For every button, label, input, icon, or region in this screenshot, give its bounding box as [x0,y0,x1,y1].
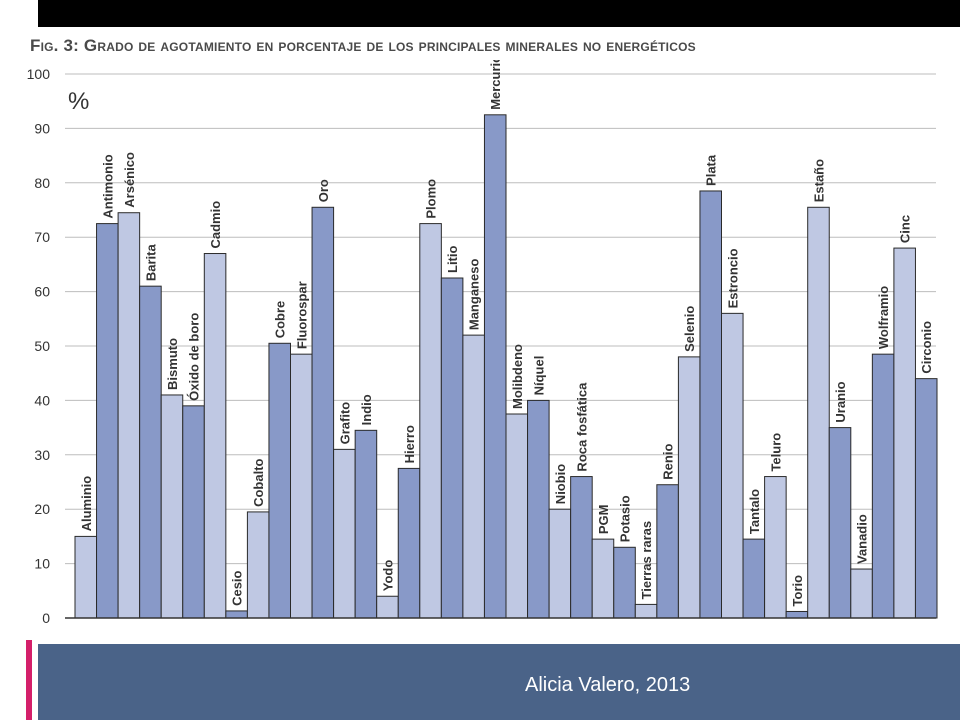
bar-label: Plomo [424,179,439,219]
bar [570,476,593,619]
bar-label: Potasio [618,495,633,542]
bar [677,356,701,619]
y-tick-label: 50 [34,338,50,354]
bar-label: Yodo [380,560,395,592]
bar-label: Niobio [553,464,568,504]
bar-label: Litio [445,246,460,273]
bar-label: PGM [596,504,611,534]
bar [160,394,184,619]
bar [914,378,938,619]
bar-label: Manganeso [467,259,482,331]
bar-label: Aluminio [79,476,94,532]
bar-label: Estroncio [725,248,740,308]
bar [74,535,98,619]
bar [311,206,335,619]
bar [139,285,162,619]
bar-label: Mercurio [488,60,503,110]
bar-label: Tierras raras [639,521,654,600]
bar-label: Wolframio [876,286,891,349]
bar-label: Hierro [402,425,417,463]
bar [634,603,658,619]
chart-title: Fig. 3: Grado de agotamiento en porcenta… [30,36,696,55]
bar [785,610,809,619]
bar-label: Cadmio [208,201,223,249]
y-tick-label: 70 [34,229,50,245]
bar-label: Vanadio [855,514,870,564]
y-tick-label: 40 [34,392,50,408]
bar-label: Fluorospar [294,281,309,349]
bar [527,399,550,619]
bar-label: Cesio [230,570,245,605]
bar [225,610,248,619]
bar [871,353,895,619]
bar [246,511,270,619]
bar-label: Estaño [811,159,826,202]
bar [742,538,766,619]
bar [268,342,292,619]
y-tick-label: 60 [34,284,50,300]
bar-label: Uranio [833,381,848,422]
top-header-bar [38,0,960,27]
bar-label: Cinc [898,215,913,243]
bar [354,429,378,619]
bar [290,353,313,619]
y-tick-label: 0 [42,610,50,626]
bar-label: Cobre [273,301,288,339]
bar [440,277,464,619]
bar [764,476,787,619]
y-tick-label: 90 [34,120,50,136]
bar [699,190,723,619]
bar [419,223,442,619]
bar-label: Níquel [531,356,546,396]
bar-label: Óxido de boro [187,313,202,401]
bar [656,484,679,619]
bar-label: Circonio [919,321,934,374]
bar [203,253,227,619]
bar [850,568,873,619]
bar [505,413,529,619]
bar [462,334,485,619]
bar [397,467,421,619]
bar [182,405,205,619]
bar [807,206,830,619]
bar-label: Grafito [337,402,352,445]
y-tick-label: 30 [34,447,50,463]
bar-label: Bismuto [165,338,180,390]
bar [893,247,916,619]
bar [117,212,141,619]
bar [721,312,744,619]
y-tick-label: 80 [34,175,50,191]
bar [483,114,507,619]
y-tick-label: 10 [34,556,50,572]
bar [828,427,852,619]
bar-label: Renio [661,444,676,480]
bar-label: Arsénico [122,152,137,208]
bar-label: Cobalto [251,458,266,506]
bar-label: Indio [359,394,374,425]
left-accent-bar [26,640,32,720]
bar [548,508,572,619]
bottom-footer-bar [38,644,960,720]
bar [376,595,399,619]
bar-label: Teluro [768,433,783,472]
bar-label: Tantalo [747,489,762,534]
bar-label: Oro [316,179,331,202]
bar-label: Molibdeno [510,344,525,409]
bar [333,448,356,619]
bar [96,223,119,619]
bar-label: Torio [790,575,805,607]
bar [613,546,636,619]
y-tick-label: 20 [34,501,50,517]
bar-label: Plata [704,154,719,186]
y-tick-label: 100 [27,66,51,82]
bar-chart: 0 10 20 30 40 50 60 70 80 90 100% Aluminio Antimonio… [27,60,938,626]
bar-label: Barita [143,244,158,282]
y-axis-label: % [68,88,89,115]
footer-credit: Alicia Valero, 2013 [525,674,691,696]
bar [591,538,615,619]
bar-label: Antimonio [100,154,115,218]
bar-label: Roca fosfática [574,382,589,472]
bar-label: Selenio [682,306,697,352]
